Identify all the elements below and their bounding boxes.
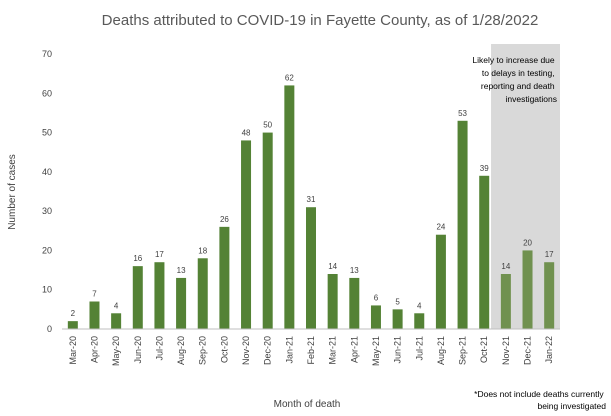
bar [89, 301, 100, 329]
delay-annotation-line: to delays in testing, [482, 68, 555, 78]
data-label: 62 [285, 73, 294, 82]
y-tick-label: 0 [47, 324, 52, 334]
bar [370, 305, 381, 329]
data-label: 6 [374, 293, 379, 302]
delay-annotation-line: investigations [505, 94, 557, 104]
y-axis-ticks: 0 10 20 30 40 50 60 70 [42, 49, 52, 334]
x-tick-label: Aug-20 [176, 336, 186, 365]
footnote-line: being investigated [537, 401, 606, 411]
footnote-line: *Does not include deaths currently [474, 389, 604, 399]
x-tick-label: Nov-21 [501, 336, 511, 365]
x-tick-label: Oct-21 [479, 336, 489, 363]
y-axis-label: Number of cases [7, 154, 18, 230]
data-label: 4 [114, 301, 119, 310]
bar [522, 250, 533, 329]
data-label: 18 [198, 246, 207, 255]
x-tick-label: Apr-21 [349, 336, 359, 363]
x-tick-label: May-20 [111, 336, 121, 366]
x-tick-label: Jan-22 [544, 336, 554, 364]
data-label: 14 [328, 262, 337, 271]
data-label: 5 [395, 297, 400, 306]
footnote: *Does not include deaths currently being… [474, 389, 606, 411]
y-tick-label: 70 [42, 49, 52, 59]
delay-annotation: Likely to increase due to delays in test… [472, 55, 557, 104]
y-tick-label: 30 [42, 206, 52, 216]
bar [262, 132, 273, 329]
data-label: 48 [242, 128, 251, 137]
bar [414, 313, 425, 329]
bar [457, 120, 468, 330]
x-tick-label: Jun-21 [393, 336, 403, 364]
data-label: 17 [545, 250, 554, 259]
chart-title: Deaths attributed to COVID-19 in Fayette… [102, 12, 539, 29]
y-tick-label: 40 [42, 167, 52, 177]
data-label: 2 [71, 309, 76, 318]
x-tick-label: Dec-20 [263, 336, 273, 365]
delay-annotation-line: Likely to increase due [472, 55, 554, 65]
x-tick-label: Aug-21 [436, 336, 446, 365]
y-tick-label: 20 [42, 245, 52, 255]
bar [219, 226, 230, 329]
data-label: 13 [177, 266, 186, 275]
data-label: 39 [480, 164, 489, 173]
bar [392, 309, 403, 329]
data-label: 24 [436, 223, 445, 232]
data-label: 20 [523, 238, 532, 247]
data-label: 17 [155, 250, 164, 259]
bar [197, 258, 208, 329]
x-tick-label: Dec-21 [523, 336, 533, 365]
bars [67, 85, 555, 330]
bar [132, 266, 143, 329]
bar [241, 140, 252, 329]
bar [500, 274, 511, 329]
y-tick-label: 60 [42, 88, 52, 98]
x-tick-label: Apr-20 [89, 336, 99, 363]
bar [176, 277, 187, 329]
y-tick-label: 50 [42, 128, 52, 138]
data-label: 16 [133, 254, 142, 263]
bar [67, 321, 78, 329]
data-label: 13 [350, 266, 359, 275]
bar [284, 85, 295, 329]
data-label: 26 [220, 215, 229, 224]
data-labels: 2 7 4 16 17 13 18 26 48 50 62 31 14 13 6 5 4 24 53 39 14 20 17 [71, 73, 555, 318]
x-tick-label: Sep-20 [198, 336, 208, 365]
x-tick-label: May-21 [371, 336, 381, 366]
x-axis-ticks: Mar-20 Apr-20 May-20 Jun-20 Jul-20 Aug-20 Sep-… [68, 336, 554, 366]
bar [479, 175, 490, 329]
delay-annotation-line: reporting and death [481, 81, 555, 91]
x-tick-label: Jul-20 [154, 336, 164, 361]
data-label: 7 [92, 290, 97, 299]
x-axis-label: Month of death [274, 399, 341, 410]
x-tick-label: Feb-21 [306, 336, 316, 365]
x-tick-label: Nov-20 [241, 336, 251, 365]
data-label: 31 [307, 195, 316, 204]
x-tick-label: Mar-20 [68, 336, 78, 365]
x-tick-label: Jul-21 [414, 336, 424, 361]
x-tick-label: Jun-20 [133, 336, 143, 364]
data-label: 53 [458, 109, 467, 118]
bar [349, 277, 360, 329]
data-label: 50 [263, 121, 272, 130]
bar [154, 262, 165, 329]
data-label: 14 [501, 262, 510, 271]
bar [544, 262, 555, 329]
x-tick-label: Jan-21 [284, 336, 294, 364]
x-tick-label: Mar-21 [328, 336, 338, 365]
bar [327, 274, 338, 329]
x-tick-label: Oct-20 [219, 336, 229, 363]
data-label: 4 [417, 301, 422, 310]
y-tick-label: 10 [42, 285, 52, 295]
bar [306, 207, 316, 329]
bar [111, 313, 122, 329]
bar [435, 234, 446, 329]
x-tick-label: Sep-21 [458, 336, 468, 365]
